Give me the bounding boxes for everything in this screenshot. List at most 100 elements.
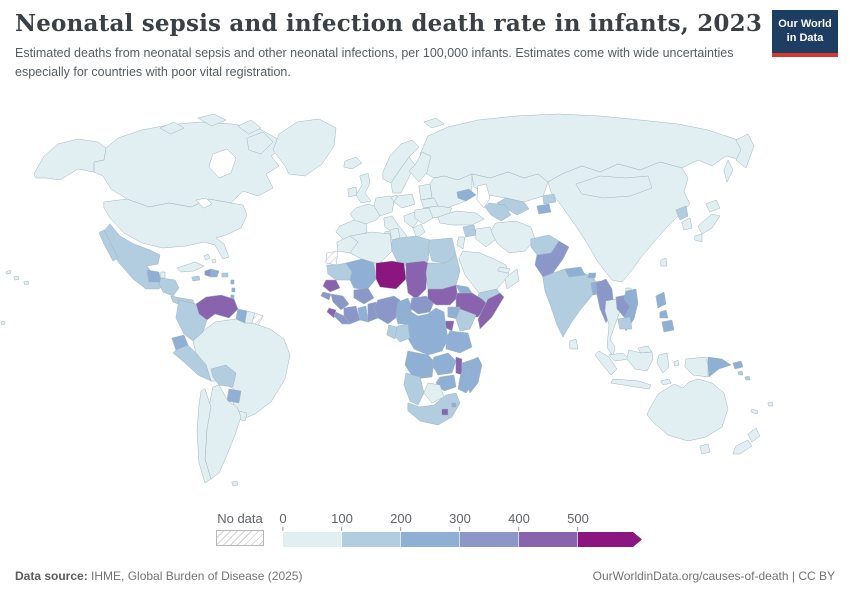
country-indonesia-timor[interactable] <box>660 378 672 386</box>
country-saudi-arabia[interactable] <box>458 250 510 294</box>
country-french-guiana[interactable] <box>251 312 264 326</box>
country-indonesia-java[interactable] <box>610 378 652 390</box>
country-cuba[interactable] <box>176 261 205 273</box>
country-indonesia-sulawesi[interactable] <box>656 352 670 374</box>
country-indonesia-borneo[interactable] <box>626 349 654 372</box>
country-angola[interactable] <box>404 350 435 380</box>
country-japan-hokkaido[interactable] <box>705 199 721 213</box>
country-western-sahara[interactable] <box>325 250 339 266</box>
country-usa[interactable] <box>103 198 248 260</box>
country-guatemala[interactable] <box>146 269 162 283</box>
country-indonesia-sumatra[interactable] <box>594 350 618 376</box>
hawaii-1[interactable] <box>5 269 12 275</box>
country-uzbekistan[interactable] <box>496 197 530 216</box>
country-tasmania[interactable] <box>699 443 711 455</box>
country-bolivia[interactable] <box>210 364 237 388</box>
country-solomon-islands[interactable] <box>737 370 744 376</box>
legend-bin-400-500[interactable] <box>519 532 578 547</box>
country-taiwan[interactable] <box>660 257 668 267</box>
country-kyrgyzstan[interactable] <box>542 193 557 205</box>
country-zambia[interactable] <box>431 352 457 376</box>
country-south-korea[interactable] <box>681 217 693 231</box>
country-jamaica[interactable] <box>191 275 201 282</box>
country-eswatini[interactable] <box>451 402 457 408</box>
country-honduras-nicaragua[interactable] <box>158 277 180 297</box>
country-tanzania[interactable] <box>445 330 473 354</box>
country-senegal[interactable] <box>322 279 341 293</box>
country-namibia[interactable] <box>403 372 425 406</box>
country-new-zealand-south[interactable] <box>732 439 753 455</box>
country-philippines-mindanao[interactable] <box>661 319 675 333</box>
country-japan-honshu[interactable] <box>697 213 721 235</box>
country-philippines-visayas[interactable] <box>659 309 669 319</box>
country-guinea-bissau[interactable] <box>320 291 332 301</box>
arctic-islands-1[interactable] <box>159 121 185 135</box>
legend-bin-300-400[interactable] <box>460 532 519 547</box>
data-source[interactable]: Data source: IHME, Global Burden of Dise… <box>15 569 302 583</box>
country-south-africa[interactable] <box>407 392 461 426</box>
country-baltic-states[interactable] <box>418 183 433 201</box>
country-mexico-baja[interactable] <box>98 229 119 262</box>
country-zimbabwe[interactable] <box>435 374 457 392</box>
country-poland[interactable] <box>393 193 416 209</box>
country-philippines-luzon[interactable] <box>655 291 667 309</box>
country-new-britain[interactable] <box>732 360 744 370</box>
country-bahamas-2[interactable] <box>211 258 217 264</box>
country-gulf-states[interactable] <box>497 266 511 274</box>
country-puerto-rico[interactable] <box>221 272 229 278</box>
country-papua-new-guinea[interactable] <box>707 356 732 378</box>
country-levant[interactable] <box>456 236 466 250</box>
country-indonesia-papua[interactable] <box>684 356 709 378</box>
country-eritrea[interactable] <box>455 284 473 294</box>
license-link[interactable]: OurWorldinData.org/causes-of-death | CC … <box>592 569 835 583</box>
legend-bin-500+[interactable] <box>578 532 642 547</box>
country-pakistan[interactable] <box>534 240 570 278</box>
country-syria[interactable] <box>462 224 477 238</box>
pacific-speck[interactable] <box>0 320 6 326</box>
arctic-islands-2[interactable] <box>197 113 227 127</box>
country-nigeria[interactable] <box>373 295 401 325</box>
country-turkmenistan[interactable] <box>484 202 512 222</box>
country-caucasus[interactable] <box>456 188 477 202</box>
country-falkland-islands[interactable] <box>231 480 239 487</box>
country-indonesia-moluccas[interactable] <box>673 359 680 367</box>
country-usa-alaska[interactable] <box>33 138 107 181</box>
country-somalia[interactable] <box>477 292 505 330</box>
arctic-islands-svalbard[interactable] <box>423 117 445 129</box>
country-malawi[interactable] <box>455 356 463 376</box>
country-united-kingdom[interactable] <box>355 172 372 204</box>
country-australia[interactable] <box>646 378 729 442</box>
no-data-swatch[interactable] <box>216 530 264 546</box>
country-botswana[interactable] <box>423 382 445 404</box>
country-belize[interactable] <box>160 271 166 279</box>
country-ireland[interactable] <box>347 186 358 198</box>
country-greece[interactable] <box>412 223 426 239</box>
country-sierra-leone[interactable] <box>326 307 337 319</box>
country-russia-sakhalin[interactable] <box>723 159 734 183</box>
country-chad[interactable] <box>405 260 429 300</box>
country-peru[interactable] <box>172 344 212 382</box>
country-canada[interactable] <box>93 121 284 208</box>
country-madagascar[interactable] <box>465 356 483 394</box>
country-fiji[interactable] <box>767 401 774 407</box>
country-guinea[interactable] <box>330 293 350 311</box>
country-central-african-republic[interactable] <box>409 295 435 315</box>
country-chile[interactable] <box>196 388 212 484</box>
arctic-islands-baffin[interactable] <box>246 131 274 155</box>
country-cote-divoire[interactable] <box>343 305 361 325</box>
country-new-caledonia[interactable] <box>750 408 759 415</box>
country-greenland[interactable] <box>272 118 337 177</box>
country-iceland[interactable] <box>343 156 363 170</box>
country-drc[interactable] <box>403 307 449 356</box>
country-finland[interactable] <box>408 151 432 183</box>
arctic-islands-3[interactable] <box>237 119 262 135</box>
country-russia-kamchatka[interactable] <box>735 133 755 169</box>
country-mongolia[interactable] <box>575 175 653 199</box>
country-france[interactable] <box>349 203 381 225</box>
legend-bin-200-300[interactable] <box>401 532 460 547</box>
country-solomon-islands-2[interactable] <box>744 375 751 381</box>
country-bhutan[interactable] <box>587 272 597 279</box>
country-iraq[interactable] <box>475 226 497 248</box>
country-romania-bulgaria[interactable] <box>414 207 434 225</box>
country-tajikistan[interactable] <box>536 203 552 215</box>
